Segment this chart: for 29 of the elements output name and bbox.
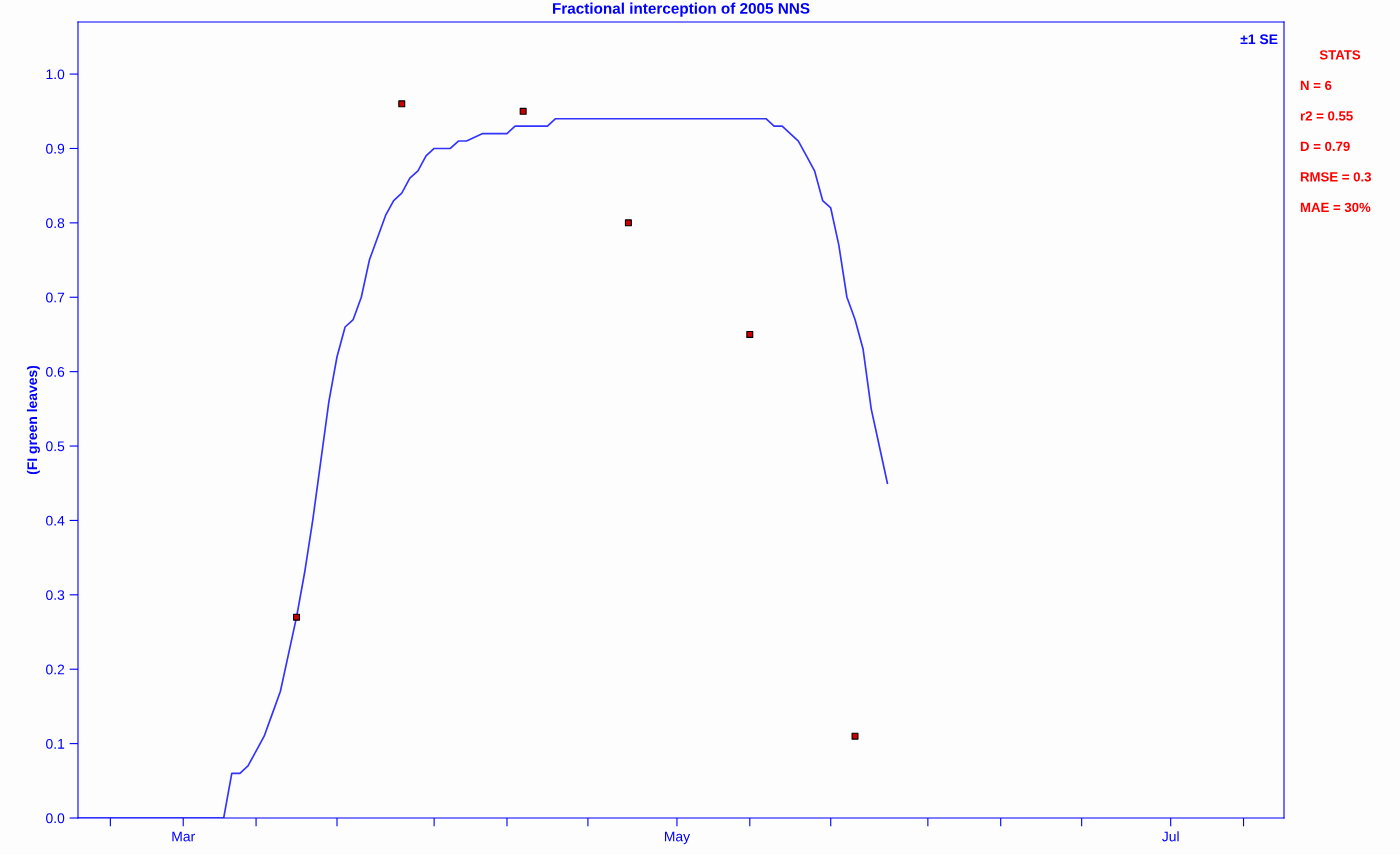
y-tick-label: 0.3 (46, 590, 65, 600)
y-axis-title: (FI green leaves) (26, 365, 40, 475)
point (851, 732, 859, 740)
annotation: ±1 SE (1240, 34, 1278, 45)
y-tick-label: 0.5 (46, 441, 65, 452)
y-tick-label: 0.7 (46, 292, 65, 303)
point (746, 330, 754, 338)
y-tick-label: 0.8 (46, 218, 65, 229)
y-tick-label: 0.4 (46, 515, 65, 526)
point (398, 100, 406, 108)
point (519, 107, 527, 115)
text: N = 6 (1300, 80, 1332, 91)
text: MAE = 30% (1300, 202, 1371, 213)
y-tick-label: 0.6 (46, 366, 65, 377)
point (293, 613, 301, 621)
y-tick-label: 0.1 (46, 738, 65, 749)
text: D = 0.79 (1300, 141, 1350, 152)
point (624, 219, 632, 227)
y-tick-label: 0.2 (46, 664, 65, 675)
y-tick-label: 1.0 (46, 69, 65, 80)
y-tick-label: 0.0 (46, 813, 65, 824)
text: RMSE = 0.3 (1300, 172, 1372, 182)
y-tick-label: 0.9 (46, 143, 65, 154)
text: r2 = 0.55 (1300, 111, 1353, 121)
x-tick-label: Jul (1162, 831, 1179, 842)
x-tick-label: Mar (172, 831, 195, 842)
x-tick-label: May (664, 831, 691, 845)
text: STATS (1319, 50, 1361, 60)
chart-title: Fractional interception of 2005 NNS (552, 2, 810, 17)
